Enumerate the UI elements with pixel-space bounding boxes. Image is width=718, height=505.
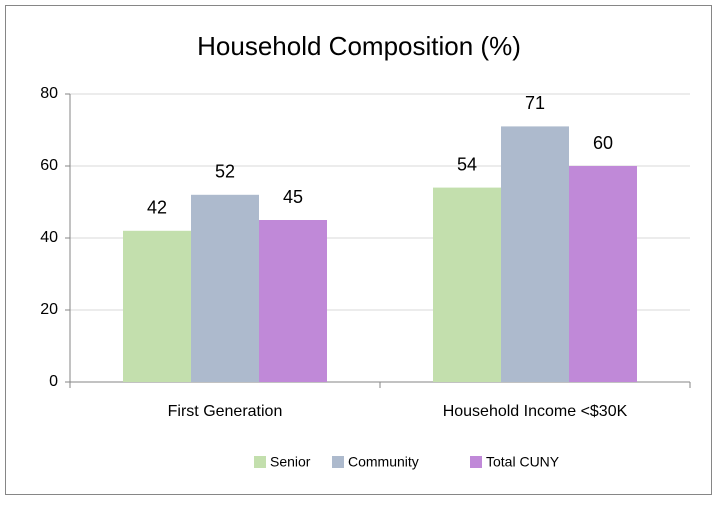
chart-title: Household Composition (%)	[197, 31, 521, 61]
legend-swatch	[332, 456, 344, 468]
data-label: 42	[147, 198, 167, 218]
y-tick-label: 80	[40, 85, 58, 102]
data-label: 45	[283, 187, 303, 207]
bar	[433, 187, 501, 382]
legend-swatch	[254, 456, 266, 468]
data-label: 71	[525, 93, 545, 113]
legend-label: Total CUNY	[486, 454, 560, 470]
legend-label: Community	[348, 454, 419, 470]
y-tick-label: 40	[40, 229, 58, 246]
legend-label: Senior	[270, 454, 311, 470]
y-tick-label: 0	[49, 373, 58, 390]
x-tick-label: First Generation	[168, 403, 283, 420]
bar	[569, 166, 637, 382]
bar	[259, 220, 327, 382]
y-tick-label: 60	[40, 157, 58, 174]
bar	[501, 126, 569, 383]
y-tick-label: 20	[40, 301, 58, 318]
data-label: 52	[215, 162, 235, 182]
x-tick-label: Household Income <$30K	[443, 403, 628, 420]
bar	[123, 230, 191, 382]
legend-swatch	[470, 456, 482, 468]
data-label: 54	[457, 154, 477, 174]
bar	[191, 194, 259, 382]
data-label: 60	[593, 133, 613, 153]
